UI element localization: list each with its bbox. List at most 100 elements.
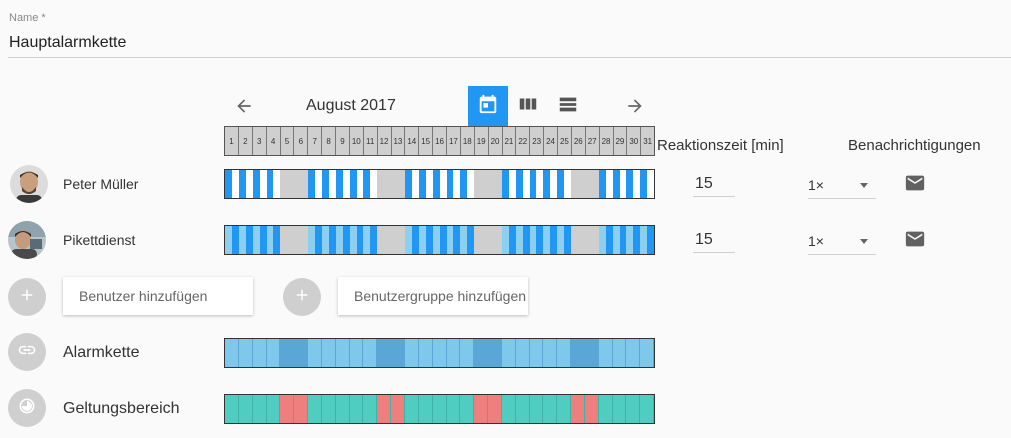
reaction-time-input[interactable]: 15: [693, 231, 735, 253]
day-cell[interactable]: 28: [600, 127, 614, 155]
day-cell[interactable]: 23: [530, 127, 545, 155]
day-cell[interactable]: 27: [586, 127, 600, 155]
timeline-segment: [633, 170, 641, 198]
timeline-segment: [356, 170, 364, 198]
week-view-button[interactable]: [508, 86, 548, 126]
timeline-segment: [356, 226, 364, 254]
repeat-select[interactable]: 1×: [808, 233, 876, 255]
timeline-segment: [432, 170, 440, 198]
timeline-segment: [536, 226, 544, 254]
timeline-segment: [626, 170, 634, 198]
day-cell[interactable]: 13: [392, 127, 406, 155]
day-cell[interactable]: 12: [378, 127, 392, 155]
calendar-day-view-button[interactable]: [468, 86, 508, 126]
add-user-input[interactable]: Benutzer hinzufügen: [63, 277, 253, 315]
timeline-day: [418, 395, 433, 423]
day-cell[interactable]: 18: [461, 127, 475, 155]
day-cell[interactable]: 7: [308, 127, 323, 155]
day-cell[interactable]: 5: [281, 127, 295, 155]
timeline-segment: [398, 170, 405, 198]
add-group-button[interactable]: [283, 278, 321, 316]
timeline-segment: [245, 170, 253, 198]
day-cell[interactable]: 19: [475, 127, 489, 155]
timeline-segment: [231, 226, 239, 254]
day-cell[interactable]: 11: [364, 127, 378, 155]
day-cell[interactable]: 20: [489, 127, 503, 155]
timeline-day: [321, 339, 336, 367]
arrow-right-icon[interactable]: [623, 94, 647, 118]
timeline-day: [404, 339, 419, 367]
timeline-day: [335, 339, 350, 367]
day-cell[interactable]: 26: [572, 127, 586, 155]
day-cell[interactable]: 1: [225, 127, 239, 155]
timeline-segment: [398, 226, 405, 254]
timeline-segment: [411, 170, 419, 198]
timeline-segment: [550, 170, 558, 198]
timeline-segment: [488, 226, 495, 254]
timeline-segment: [460, 226, 468, 254]
day-cell[interactable]: 30: [627, 127, 642, 155]
day-cell[interactable]: 22: [516, 127, 531, 155]
timeline-segment: [370, 226, 378, 254]
timeline-day: [446, 395, 461, 423]
timeline-segment: [404, 226, 412, 254]
list-view-button[interactable]: [548, 86, 588, 126]
timeline-day: [377, 395, 392, 423]
timeline-segment: [384, 226, 392, 254]
timeline-segment: [543, 226, 551, 254]
day-cell[interactable]: 9: [336, 127, 350, 155]
day-cell[interactable]: 16: [433, 127, 447, 155]
name-field[interactable]: Hauptalarmkette: [9, 34, 127, 51]
add-group-input[interactable]: Benutzergruppe hinzufügen: [338, 277, 528, 315]
timeline-segment: [308, 226, 315, 254]
timeline-segment: [578, 170, 585, 198]
timeline-segment: [446, 226, 454, 254]
mail-icon[interactable]: [904, 172, 926, 199]
add-user-button[interactable]: [8, 278, 46, 316]
day-cell[interactable]: 29: [614, 127, 628, 155]
timeline-segment: [591, 170, 599, 198]
arrow-left-icon[interactable]: [232, 94, 256, 118]
day-cell[interactable]: 6: [294, 127, 309, 155]
day-cell[interactable]: 3: [253, 127, 267, 155]
member-name: Peter Müller: [63, 176, 139, 192]
timeline-day: [349, 339, 364, 367]
timeline-segment: [529, 170, 537, 198]
alarm-chain-label: Alarmkette: [63, 344, 140, 361]
day-cell[interactable]: 10: [350, 127, 364, 155]
timeline-segment: [467, 170, 475, 198]
month-label: August 2017: [306, 97, 396, 114]
member-timeline[interactable]: [224, 169, 655, 199]
repeat-select[interactable]: 1×: [808, 177, 876, 199]
timeline-segment: [349, 170, 357, 198]
day-cell[interactable]: 2: [239, 127, 253, 155]
day-cell[interactable]: 17: [447, 127, 461, 155]
timeline-segment: [335, 170, 343, 198]
timeline-segment: [494, 226, 502, 254]
timeline-segment: [508, 226, 516, 254]
plus-icon: [18, 286, 36, 309]
timeline-segment: [647, 226, 655, 254]
timeline-segment: [308, 170, 315, 198]
day-cell[interactable]: 25: [558, 127, 572, 155]
day-cell[interactable]: 24: [544, 127, 558, 155]
timeline-segment: [543, 170, 551, 198]
timeline-day: [515, 395, 530, 423]
timeline-day: [377, 339, 392, 367]
timeline-day: [501, 395, 516, 423]
mail-icon[interactable]: [904, 228, 926, 255]
day-cell[interactable]: 14: [405, 127, 420, 155]
timeline-day: [543, 339, 558, 367]
timeline-segment: [467, 226, 475, 254]
repeat-select-value: 1×: [808, 233, 824, 249]
day-cell[interactable]: 21: [503, 127, 517, 155]
timeline-segment: [425, 226, 433, 254]
reaction-time-input[interactable]: 15: [693, 175, 735, 197]
day-cell[interactable]: 31: [643, 136, 653, 146]
day-cell[interactable]: 4: [267, 127, 281, 155]
day-cell[interactable]: 8: [322, 127, 336, 155]
day-cell[interactable]: 15: [419, 127, 434, 155]
member-timeline[interactable]: [224, 225, 655, 255]
timeline-segment: [633, 226, 641, 254]
timeline-segment: [605, 170, 613, 198]
